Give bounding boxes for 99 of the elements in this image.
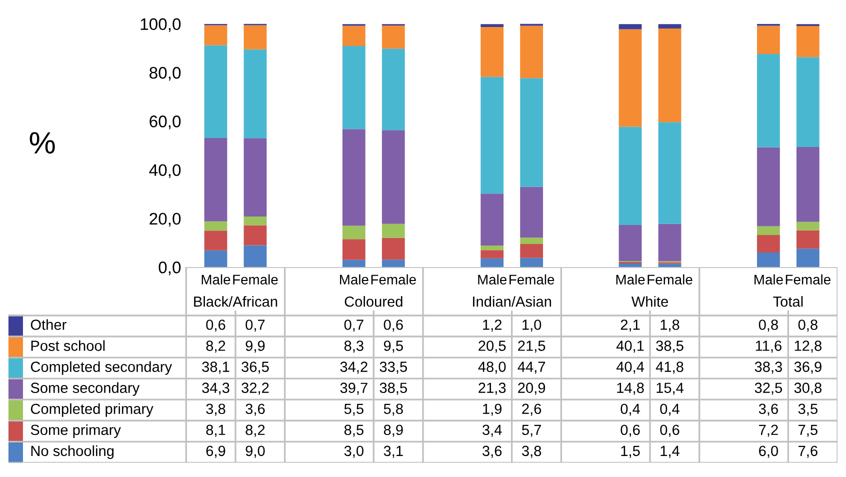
- data-label: 5,8: [384, 404, 403, 416]
- data-label: 3,6: [482, 446, 502, 458]
- y-tick-label: 0,0: [158, 262, 181, 276]
- text: Indian/Asian: [473, 296, 552, 307]
- data-label: 0,8: [798, 320, 818, 332]
- data-label: 34,2: [340, 362, 368, 374]
- data-label: 0,4: [620, 404, 640, 416]
- data-label: 7,6: [798, 446, 818, 458]
- text: Coloured: [344, 296, 402, 307]
- data-label: 2,1: [620, 320, 640, 332]
- data-label: 14,8: [617, 382, 644, 395]
- data-label: 0,6: [620, 424, 640, 437]
- data-label: 7,5: [798, 424, 818, 437]
- x-tick-label: Male: [616, 274, 645, 285]
- y-axis-title: %: [30, 132, 55, 154]
- data-label: 38,3: [754, 362, 782, 374]
- data-label: 5,5: [344, 404, 364, 416]
- data-label: 1,9: [483, 404, 502, 416]
- data-label: 38,5: [380, 382, 407, 395]
- data-label: 36,5: [242, 362, 269, 374]
- legend-label: Post school: [31, 340, 105, 351]
- x-tick-label: Female: [648, 274, 692, 285]
- x-tick-label: Female: [510, 274, 554, 285]
- data-label: 38,1: [202, 362, 230, 374]
- data-label: 0,6: [660, 424, 680, 437]
- data-label: 0,6: [384, 320, 403, 332]
- data-label: 20,5: [478, 340, 506, 353]
- x-tick-label: Male: [340, 274, 368, 285]
- data-label: 39,7: [340, 382, 368, 395]
- data-label: 1,4: [660, 446, 680, 458]
- data-label: 8,9: [384, 424, 403, 437]
- data-label: 3,4: [482, 424, 502, 437]
- y-tick-label: 20,0: [150, 212, 181, 227]
- data-label: 9,0: [246, 446, 265, 458]
- legend-label: Some primary: [30, 424, 121, 438]
- text: Total: [773, 296, 803, 307]
- data-label: 36,9: [794, 362, 822, 374]
- text: Black/African: [194, 296, 278, 307]
- y-tick-label: 100,0: [140, 18, 181, 32]
- legend-label: Other: [30, 319, 66, 330]
- x-tick-label: Male: [202, 274, 230, 285]
- x-tick-label: Female: [786, 274, 830, 285]
- data-label: 1,0: [522, 320, 542, 332]
- data-label: 32,5: [754, 382, 782, 395]
- data-label: 0,4: [660, 404, 680, 416]
- data-label: 3,0: [344, 446, 364, 458]
- data-label: 44,7: [518, 362, 546, 374]
- legend-label: Some secondary: [30, 382, 140, 396]
- data-label: 2,6: [522, 404, 542, 416]
- y-tick-label: 80,0: [150, 66, 181, 81]
- data-label: 3,6: [758, 404, 778, 416]
- data-label: 0,6: [206, 320, 226, 332]
- data-label: 3,5: [798, 404, 818, 416]
- data-label: 0,7: [344, 320, 364, 332]
- data-label: 8,5: [344, 424, 364, 437]
- data-label: 0,8: [758, 320, 778, 332]
- data-label: 33,5: [380, 362, 407, 374]
- data-label: 1,5: [621, 446, 640, 458]
- x-tick-label: Female: [233, 274, 278, 285]
- legend-label: Completed primary: [30, 403, 154, 417]
- y-tick-label: 60,0: [150, 116, 181, 130]
- y-tick-label: 40,0: [149, 164, 181, 178]
- data-label: 8,2: [206, 340, 226, 353]
- data-label: 48,0: [478, 362, 506, 374]
- x-tick-label: Male: [754, 274, 783, 285]
- data-label: 11,6: [756, 340, 782, 353]
- legend-label: Completed secondary: [30, 361, 172, 375]
- data-label: 3,1: [384, 446, 403, 458]
- data-label: 6,0: [759, 446, 778, 458]
- legend-label: No schooling: [31, 445, 114, 459]
- data-label: 9,9: [246, 340, 265, 353]
- data-label: 7,2: [759, 424, 778, 437]
- data-label: 15,4: [656, 382, 684, 395]
- data-label: 32,2: [242, 382, 269, 395]
- data-label: 1,2: [483, 320, 502, 332]
- data-label: 38,5: [656, 340, 684, 353]
- data-label: 3,6: [246, 404, 265, 416]
- data-label: 20,9: [518, 382, 546, 395]
- data-label: 40,4: [616, 362, 644, 374]
- data-label: 9,5: [384, 340, 403, 353]
- x-tick-label: Male: [478, 274, 507, 285]
- x-tick-label: Female: [371, 274, 416, 285]
- data-label: 40,1: [616, 340, 644, 353]
- data-label: 8,2: [246, 424, 265, 437]
- data-label: 12,8: [794, 340, 822, 353]
- data-label: 1,8: [660, 320, 680, 332]
- data-label: 6,9: [206, 446, 226, 458]
- data-label: 0,7: [246, 320, 265, 332]
- data-label: 41,8: [656, 362, 684, 374]
- text: White: [631, 296, 668, 307]
- data-label: 8,1: [206, 424, 226, 437]
- data-label: 21,3: [478, 382, 506, 395]
- data-label: 5,7: [522, 424, 541, 437]
- data-label: 34,3: [202, 382, 230, 395]
- data-label: 3,8: [206, 404, 226, 416]
- data-label: 8,3: [344, 340, 364, 353]
- data-label: 21,5: [518, 340, 546, 353]
- data-label: 3,8: [522, 446, 542, 458]
- data-label: 30,8: [794, 382, 822, 395]
